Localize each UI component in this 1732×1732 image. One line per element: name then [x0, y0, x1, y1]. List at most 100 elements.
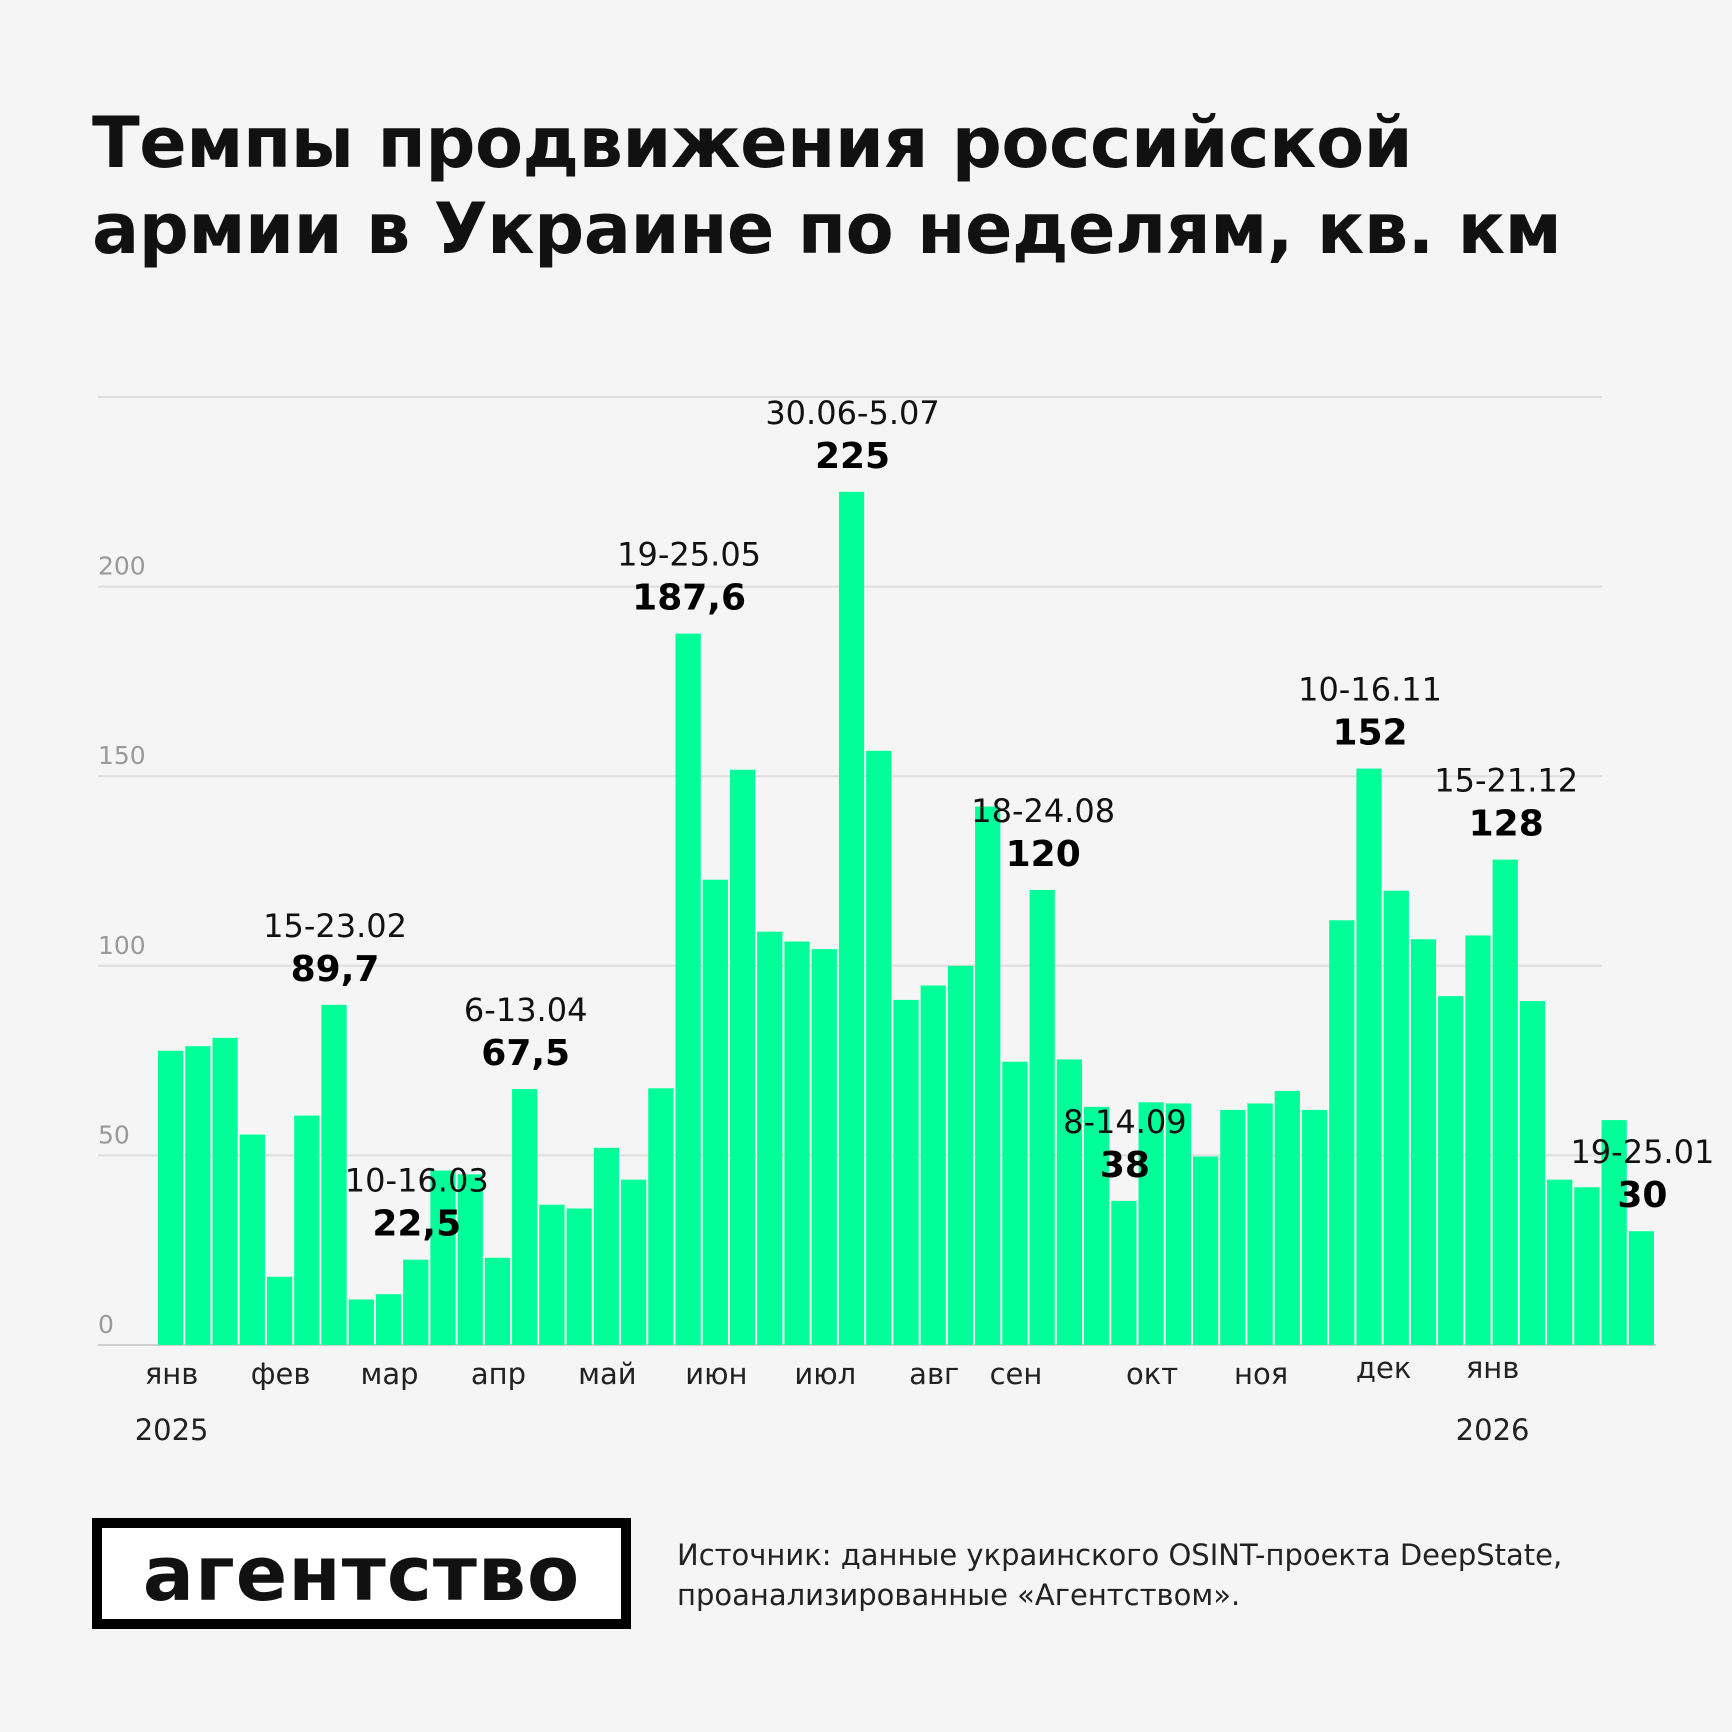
x-month-label: июн [685, 1357, 747, 1391]
axis-labels: 0 50 100 150 200 янв фев мар апр май июн июл авг сен о… [98, 552, 1529, 1447]
annotation-value: 120 [1006, 834, 1081, 875]
source-note: Источник: данные украинского OSINT-проек… [677, 1535, 1562, 1615]
y-tick-label: 50 [98, 1120, 130, 1149]
bar [920, 985, 946, 1345]
bar [1628, 1231, 1654, 1345]
x-month-label: мар [360, 1357, 418, 1391]
annotations: 15-23.02 89,7 10-16.03 22,5 6-13.04 67,5 19-25… [263, 394, 1714, 1245]
bar [1247, 1103, 1273, 1345]
bars [158, 491, 1654, 1345]
bar [1383, 890, 1409, 1345]
annotation-value: 30 [1617, 1175, 1667, 1216]
bar [811, 949, 837, 1345]
annotation-date: 6-13.04 [464, 991, 588, 1029]
annotation-value: 187,6 [632, 578, 746, 619]
annotation-date: 18-24.08 [971, 792, 1115, 830]
x-year-label: 2025 [135, 1413, 209, 1447]
bar [375, 1294, 402, 1345]
bar [648, 1088, 674, 1345]
x-month-label: май [578, 1357, 637, 1391]
bar [403, 1259, 429, 1345]
bar [430, 1170, 456, 1345]
y-tick-label: 0 [98, 1310, 114, 1339]
x-month-label: июл [794, 1357, 856, 1391]
bar [593, 1147, 620, 1345]
annotation-value: 22,5 [372, 1204, 461, 1245]
bar [457, 1174, 483, 1345]
bar [1165, 1103, 1191, 1345]
x-year-label: 2026 [1456, 1413, 1530, 1447]
bar [1301, 1109, 1328, 1345]
annotation-date: 10-16.11 [1298, 671, 1442, 709]
bar [239, 1134, 265, 1345]
bar [757, 931, 783, 1345]
annotation-value: 38 [1100, 1145, 1150, 1186]
x-month-label: янв [1466, 1351, 1520, 1385]
annotation-value: 225 [815, 436, 890, 477]
x-month-label: ноя [1234, 1357, 1288, 1391]
bar [1138, 1102, 1164, 1345]
annotation-value: 89,7 [291, 949, 380, 990]
bar [1574, 1187, 1600, 1345]
annotation-date: 19-25.01 [1570, 1133, 1714, 1171]
bar [266, 1276, 293, 1345]
bar [1438, 996, 1464, 1345]
bar [1492, 859, 1518, 1345]
y-tick-label: 150 [98, 741, 146, 770]
x-month-label: окт [1126, 1357, 1178, 1391]
bar-chart: 0 50 100 150 200 янв фев мар апр май июн июл авг сен о… [98, 394, 1714, 1447]
annotation-value: 67,5 [481, 1033, 570, 1074]
bar [729, 769, 756, 1345]
annotation-date: 15-21.12 [1434, 762, 1578, 800]
bar [784, 941, 810, 1345]
x-month-label: дек [1356, 1351, 1411, 1385]
chart-title: Темпы продвижения российской армии в Укр… [92, 102, 1562, 270]
y-tick-label: 200 [98, 552, 146, 581]
x-month-label: сен [990, 1357, 1043, 1391]
annotation-date: 15-23.02 [263, 907, 407, 945]
source-line-2: проанализированные «Агентством». [677, 1578, 1241, 1612]
bar [1465, 935, 1491, 1345]
bar [1002, 1061, 1028, 1345]
bar [893, 999, 919, 1345]
bar [484, 1257, 511, 1345]
bar [947, 965, 974, 1345]
bar [621, 1179, 647, 1345]
bar [1111, 1200, 1137, 1345]
bar [512, 1089, 538, 1345]
bar [1220, 1109, 1246, 1345]
bar [675, 633, 701, 1345]
x-month-label: фев [251, 1357, 311, 1391]
bar [185, 1046, 211, 1345]
bar [702, 879, 728, 1345]
bar [866, 750, 892, 1345]
bar [1547, 1179, 1573, 1345]
bar [975, 806, 1001, 1345]
x-month-label: апр [471, 1357, 526, 1391]
bar [294, 1115, 320, 1345]
bar [1056, 1059, 1083, 1345]
bar [158, 1050, 184, 1345]
x-month-label: авг [909, 1357, 959, 1391]
bar [1329, 920, 1355, 1345]
annotation-value: 152 [1332, 713, 1407, 754]
annotation-value: 128 [1469, 804, 1544, 845]
annotation-date: 8-14.09 [1063, 1103, 1187, 1141]
bar [1356, 768, 1382, 1345]
agentstvo-logo: агентство [92, 1518, 631, 1629]
bar [1192, 1156, 1219, 1345]
bar [566, 1208, 592, 1345]
bar [1410, 939, 1437, 1345]
annotation-date: 19-25.05 [617, 536, 761, 574]
bar [212, 1037, 238, 1345]
bar [348, 1299, 374, 1345]
annotation-date: 30.06-5.07 [765, 394, 939, 432]
bar [1084, 1106, 1110, 1345]
bar [1274, 1090, 1300, 1345]
bar [539, 1204, 565, 1345]
y-tick-label: 100 [98, 931, 146, 960]
bar [1519, 1001, 1546, 1345]
annotation-date: 10-16.03 [345, 1162, 489, 1200]
bar [838, 491, 865, 1345]
source-line-1: Источник: данные украинского OSINT-проек… [677, 1538, 1563, 1572]
